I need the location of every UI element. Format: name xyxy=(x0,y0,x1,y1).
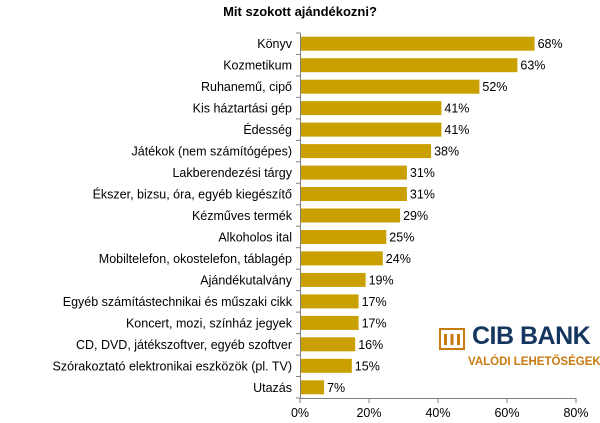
category-label-15: Szórakoztató elektronikai eszközök (pl. … xyxy=(53,359,292,373)
category-label-14: CD, DVD, játékszoftver, egyéb szoftver xyxy=(76,338,292,352)
value-label-9: 25% xyxy=(389,231,414,245)
category-label-16: Utazás xyxy=(253,381,292,395)
category-label-11: Ajándékutalvány xyxy=(200,273,292,287)
bar-2 xyxy=(300,79,480,94)
category-label-5: Játékok (nem számítógépes) xyxy=(132,145,293,159)
labels-layer: Könyv 68% Kozmetikum 63% Ruhanemű, cipő 52% Ki… xyxy=(53,37,563,395)
category-label-1: Kozmetikum xyxy=(223,59,292,73)
bar-1 xyxy=(300,58,518,73)
chart-title: Mit szokott ajándékozni? xyxy=(223,4,377,19)
x-tick-label-0: 0% xyxy=(291,406,309,420)
category-label-13: Koncert, mozi, színház jegyek xyxy=(126,316,293,330)
value-label-14: 16% xyxy=(358,338,383,352)
bar-6 xyxy=(300,165,407,180)
axis-layer: 0% 20% 40% 60% 80% xyxy=(291,32,589,420)
value-label-6: 31% xyxy=(410,166,435,180)
value-label-12: 17% xyxy=(362,295,387,309)
category-label-4: Édesség xyxy=(243,122,292,137)
x-tick-label-3: 60% xyxy=(494,406,519,420)
value-label-8: 29% xyxy=(403,209,428,223)
value-label-5: 38% xyxy=(434,145,459,159)
value-label-16: 7% xyxy=(327,381,345,395)
bar-13 xyxy=(300,315,359,330)
x-tick-label-1: 20% xyxy=(356,406,381,420)
cib-columns-icon xyxy=(439,328,465,350)
category-label-7: Ékszer, bizsu, óra, egyéb kiegészítő xyxy=(93,187,292,202)
category-label-10: Mobiltelefon, okostelefon, táblagép xyxy=(99,252,292,266)
bar-4 xyxy=(300,122,442,137)
category-label-8: Kézműves termék xyxy=(192,209,293,223)
bar-9 xyxy=(300,230,387,244)
value-label-0: 68% xyxy=(538,37,563,51)
category-label-12: Egyéb számítástechnikai és műszaki cikk xyxy=(63,295,293,309)
category-label-9: Alkoholos ital xyxy=(218,231,292,245)
cib-bank-logo: CIB BANK VALÓDI LEHETŐSÉGEK xyxy=(438,322,600,384)
value-label-15: 15% xyxy=(355,359,380,373)
bar-11 xyxy=(300,272,366,287)
value-label-10: 24% xyxy=(386,252,411,266)
category-label-6: Lakberendezési tárgy xyxy=(172,166,292,180)
bar-15 xyxy=(300,358,352,373)
value-label-13: 17% xyxy=(362,316,387,330)
brand-tagline: VALÓDI LEHETŐSÉGEK xyxy=(468,356,600,368)
bar-10 xyxy=(300,251,383,266)
bars-layer xyxy=(300,36,535,395)
bar-7 xyxy=(300,187,407,201)
value-label-3: 41% xyxy=(444,102,469,116)
category-label-3: Kis háztartási gép xyxy=(193,102,292,116)
category-label-0: Könyv xyxy=(257,37,292,51)
value-label-2: 52% xyxy=(482,80,507,94)
brand-name: CIB BANK xyxy=(472,322,591,350)
x-tick-label-4: 80% xyxy=(563,406,588,420)
bar-0 xyxy=(300,36,535,51)
bar-8 xyxy=(300,208,401,223)
x-tick-label-2: 40% xyxy=(425,406,450,420)
category-label-2: Ruhanemű, cipő xyxy=(201,80,292,94)
bar-16 xyxy=(300,380,325,395)
value-label-1: 63% xyxy=(520,59,545,73)
value-label-4: 41% xyxy=(444,123,469,137)
bar-3 xyxy=(300,101,442,116)
bar-5 xyxy=(300,144,432,159)
bar-14 xyxy=(300,337,356,352)
value-label-11: 19% xyxy=(369,273,394,287)
value-label-7: 31% xyxy=(410,188,435,202)
bar-12 xyxy=(300,294,359,309)
